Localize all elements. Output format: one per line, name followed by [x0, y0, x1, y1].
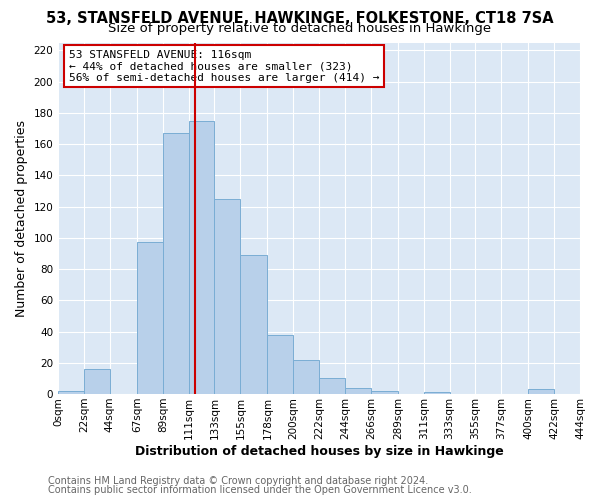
Bar	[319, 378, 345, 394]
Text: Size of property relative to detached houses in Hawkinge: Size of property relative to detached ho…	[109, 22, 491, 35]
Bar	[84, 369, 110, 394]
Text: Contains HM Land Registry data © Crown copyright and database right 2024.: Contains HM Land Registry data © Crown c…	[48, 476, 428, 486]
Bar	[214, 198, 241, 394]
Text: 53 STANSFELD AVENUE: 116sqm
← 44% of detached houses are smaller (323)
56% of se: 53 STANSFELD AVENUE: 116sqm ← 44% of det…	[68, 50, 379, 82]
Text: 53, STANSFELD AVENUE, HAWKINGE, FOLKESTONE, CT18 7SA: 53, STANSFELD AVENUE, HAWKINGE, FOLKESTO…	[46, 11, 554, 26]
X-axis label: Distribution of detached houses by size in Hawkinge: Distribution of detached houses by size …	[135, 444, 503, 458]
Bar	[188, 120, 214, 394]
Bar	[424, 392, 449, 394]
Bar	[137, 242, 163, 394]
Bar	[293, 360, 319, 394]
Y-axis label: Number of detached properties: Number of detached properties	[15, 120, 28, 317]
Bar	[163, 133, 188, 394]
Bar	[268, 334, 293, 394]
Bar	[528, 390, 554, 394]
Bar	[58, 391, 84, 394]
Bar	[371, 391, 398, 394]
Text: Contains public sector information licensed under the Open Government Licence v3: Contains public sector information licen…	[48, 485, 472, 495]
Bar	[241, 255, 268, 394]
Bar	[345, 388, 371, 394]
